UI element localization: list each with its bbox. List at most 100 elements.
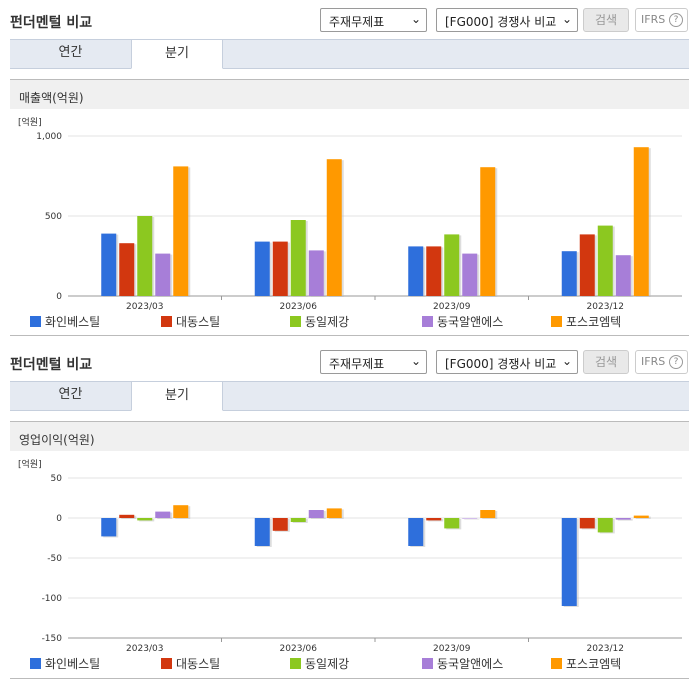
chevron-down-icon: ⌄ xyxy=(410,354,421,368)
bar xyxy=(254,518,270,546)
metric-title: 매출액(억원) xyxy=(10,79,689,109)
y-tick-label: -50 xyxy=(47,554,62,564)
peer-select-value: [FG000] 경쟁사 비교 xyxy=(445,357,557,371)
ifrs-label: IFRS xyxy=(641,13,666,26)
tab-quarterly[interactable]: 분기 xyxy=(131,381,223,411)
divider xyxy=(10,335,689,336)
legend-item[interactable]: 동국알앤에스 xyxy=(422,313,503,330)
legend-item[interactable]: 동일제강 xyxy=(290,313,349,330)
panel-header: 펀더멘털 비교 주재무제표 ⌄ [FG000] 경쟁사 비교 ⌄ 검색 IFRS… xyxy=(0,342,696,374)
legend-item[interactable]: 대동스틸 xyxy=(161,655,220,672)
bar xyxy=(173,166,189,296)
statement-select-value: 주재무제표 xyxy=(329,15,385,29)
legend-swatch xyxy=(422,316,433,327)
tab-annual[interactable]: 연간 xyxy=(58,387,83,402)
chevron-down-icon: ⌄ xyxy=(561,354,572,368)
legend-item[interactable]: 포스코엠텍 xyxy=(551,313,621,330)
ifrs-button[interactable]: IFRS ? xyxy=(635,8,688,32)
tab-quarterly[interactable]: 분기 xyxy=(131,39,223,69)
bar xyxy=(137,518,153,521)
bar xyxy=(444,518,460,529)
bar xyxy=(579,518,595,529)
bar xyxy=(408,518,424,546)
legend-item[interactable]: 포스코엠텍 xyxy=(551,655,621,672)
panel-title: 펀더멘털 비교 xyxy=(10,15,93,31)
statement-select[interactable]: 주재무제표 ⌄ xyxy=(320,350,427,374)
bar xyxy=(597,518,613,533)
legend-item[interactable]: 화인베스틸 xyxy=(30,313,100,330)
bar xyxy=(615,518,631,520)
peer-select[interactable]: [FG000] 경쟁사 비교 ⌄ xyxy=(436,350,578,374)
legend-swatch xyxy=(551,658,562,669)
bar xyxy=(308,510,324,518)
panel-operating-profit: 펀더멘털 비교 주재무제표 ⌄ [FG000] 경쟁사 비교 ⌄ 검색 IFRS… xyxy=(0,342,696,679)
x-tick-label: 2023/03 xyxy=(126,644,163,652)
bar-shadow xyxy=(617,519,633,521)
bar xyxy=(272,518,288,531)
legend-label: 동국알앤에스 xyxy=(437,315,504,329)
bar xyxy=(444,234,460,296)
bar xyxy=(561,251,577,296)
bar xyxy=(480,167,496,296)
bar xyxy=(462,253,478,296)
chevron-down-icon: ⌄ xyxy=(561,12,572,26)
bar xyxy=(597,225,613,296)
legend-label: 포스코엠텍 xyxy=(566,315,622,329)
legend-swatch xyxy=(30,316,41,327)
legend-label: 대동스틸 xyxy=(176,315,221,329)
peer-select-value: [FG000] 경쟁사 비교 xyxy=(445,15,557,29)
ifrs-button[interactable]: IFRS ? xyxy=(635,350,688,374)
legend-swatch xyxy=(161,658,172,669)
legend-swatch xyxy=(161,316,172,327)
help-icon[interactable]: ? xyxy=(669,355,683,369)
panel-title: 펀더멘털 비교 xyxy=(10,357,93,373)
peer-select[interactable]: [FG000] 경쟁사 비교 ⌄ xyxy=(436,8,578,32)
bar xyxy=(173,505,189,518)
legend-label: 동일제강 xyxy=(305,315,350,329)
operating-profit-chart: [억원] -150 -100 -50 0 50 2023/03 2023/06 2023/09 2… xyxy=(18,458,682,652)
y-tick-label: 500 xyxy=(45,212,62,222)
bar xyxy=(272,241,288,296)
legend-label: 화인베스틸 xyxy=(45,315,101,329)
y-tick-label: 0 xyxy=(56,292,62,302)
statement-select[interactable]: 주재무제표 ⌄ xyxy=(320,8,427,32)
x-tick-label: 2023/06 xyxy=(280,644,318,652)
panel-header: 펀더멘털 비교 주재무제표 ⌄ [FG000] 경쟁사 비교 ⌄ 검색 IFRS… xyxy=(0,0,696,32)
panel-revenue: 펀더멘털 비교 주재무제표 ⌄ [FG000] 경쟁사 비교 ⌄ 검색 IFRS… xyxy=(0,0,696,336)
search-button[interactable]: 검색 xyxy=(583,350,629,374)
legend-label: 동일제강 xyxy=(305,657,350,671)
x-tick-label: 2023/09 xyxy=(433,302,471,310)
legend-label: 화인베스틸 xyxy=(45,657,101,671)
legend-swatch xyxy=(290,316,301,327)
x-tick-label: 2023/12 xyxy=(587,644,624,652)
bar xyxy=(155,511,171,518)
bar xyxy=(480,510,496,518)
ifrs-label: IFRS xyxy=(641,355,666,368)
tab-annual[interactable]: 연간 xyxy=(58,45,83,60)
bar xyxy=(326,508,342,518)
bar xyxy=(155,253,171,296)
legend-swatch xyxy=(30,658,41,669)
bar xyxy=(101,233,117,296)
chevron-down-icon: ⌄ xyxy=(410,12,421,26)
bar xyxy=(462,518,478,519)
metric-title: 영업이익(억원) xyxy=(10,421,689,451)
legend-item[interactable]: 대동스틸 xyxy=(161,313,220,330)
search-button[interactable]: 검색 xyxy=(583,8,629,32)
bar xyxy=(633,147,649,296)
y-tick-label: 50 xyxy=(51,474,63,484)
bar xyxy=(579,234,595,296)
bar xyxy=(426,246,442,296)
legend-item[interactable]: 동일제강 xyxy=(290,655,349,672)
legend-item[interactable]: 동국알앤에스 xyxy=(422,655,503,672)
bar xyxy=(119,243,135,296)
legend-item[interactable]: 화인베스틸 xyxy=(30,655,100,672)
help-icon[interactable]: ? xyxy=(669,13,683,27)
bar xyxy=(561,518,577,606)
bar xyxy=(308,250,324,296)
revenue-chart: [억원] 0 500 1,000 2023/03 2023/06 2023/09 2023/1… xyxy=(18,116,682,310)
unit-label: [억원] xyxy=(18,458,42,470)
period-tabs: 연간 분기 xyxy=(10,381,689,411)
bar xyxy=(137,216,153,296)
bar xyxy=(426,518,442,521)
